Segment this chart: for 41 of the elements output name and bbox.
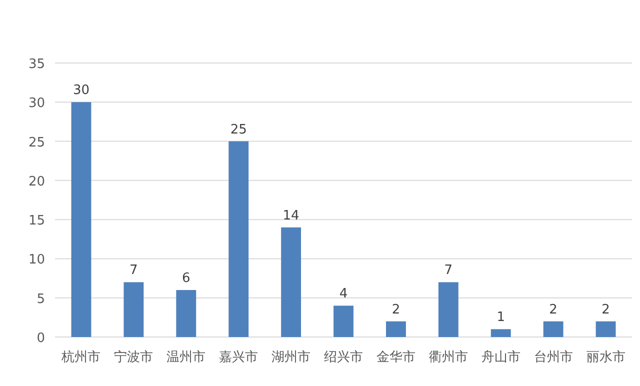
y-tick-label: 0 — [36, 331, 45, 346]
y-tick-label: 15 — [28, 214, 45, 229]
x-tick-label: 金华市 — [376, 350, 416, 365]
data-label: 25 — [230, 122, 247, 138]
y-tick-label: 20 — [28, 174, 45, 190]
bar — [438, 282, 458, 337]
bar — [176, 290, 196, 337]
y-tick-label: 30 — [28, 96, 45, 112]
bar — [281, 227, 302, 337]
data-label: 1 — [496, 310, 506, 326]
data-label: 2 — [602, 302, 610, 318]
x-tick-label: 嘉兴市 — [219, 350, 258, 365]
bar — [124, 282, 144, 337]
data-label: 6 — [182, 271, 190, 286]
bar — [596, 321, 616, 337]
x-tick-label: 衢州市 — [428, 350, 468, 365]
bar — [71, 102, 92, 337]
data-label: 2 — [549, 302, 558, 318]
bar — [386, 321, 406, 337]
bar — [334, 306, 354, 337]
x-tick-label: 绍兴市 — [324, 350, 363, 365]
data-label: 7 — [130, 263, 138, 278]
x-tick-label: 舟山市 — [481, 350, 520, 365]
y-tick-label: 35 — [28, 57, 45, 72]
x-tick-label: 台州市 — [534, 350, 573, 365]
data-label: 7 — [444, 263, 453, 278]
x-tick-label: 温州市 — [166, 350, 206, 365]
y-tick-label: 10 — [28, 252, 45, 268]
x-tick-label: 杭州市 — [60, 350, 101, 365]
bar — [490, 329, 511, 337]
bar — [543, 321, 564, 337]
y-tick-label: 5 — [36, 292, 45, 307]
x-tick-label: 湖州市 — [272, 350, 311, 365]
data-label: 4 — [339, 286, 348, 302]
x-tick-label: 丽水市 — [586, 350, 626, 365]
y-tick-label: 25 — [28, 135, 45, 150]
bar — [228, 141, 249, 337]
x-tick-label: 宁波市 — [114, 349, 154, 365]
data-label: 14 — [282, 208, 300, 224]
data-label: 30 — [72, 83, 90, 98]
data-label: 2 — [392, 302, 400, 318]
